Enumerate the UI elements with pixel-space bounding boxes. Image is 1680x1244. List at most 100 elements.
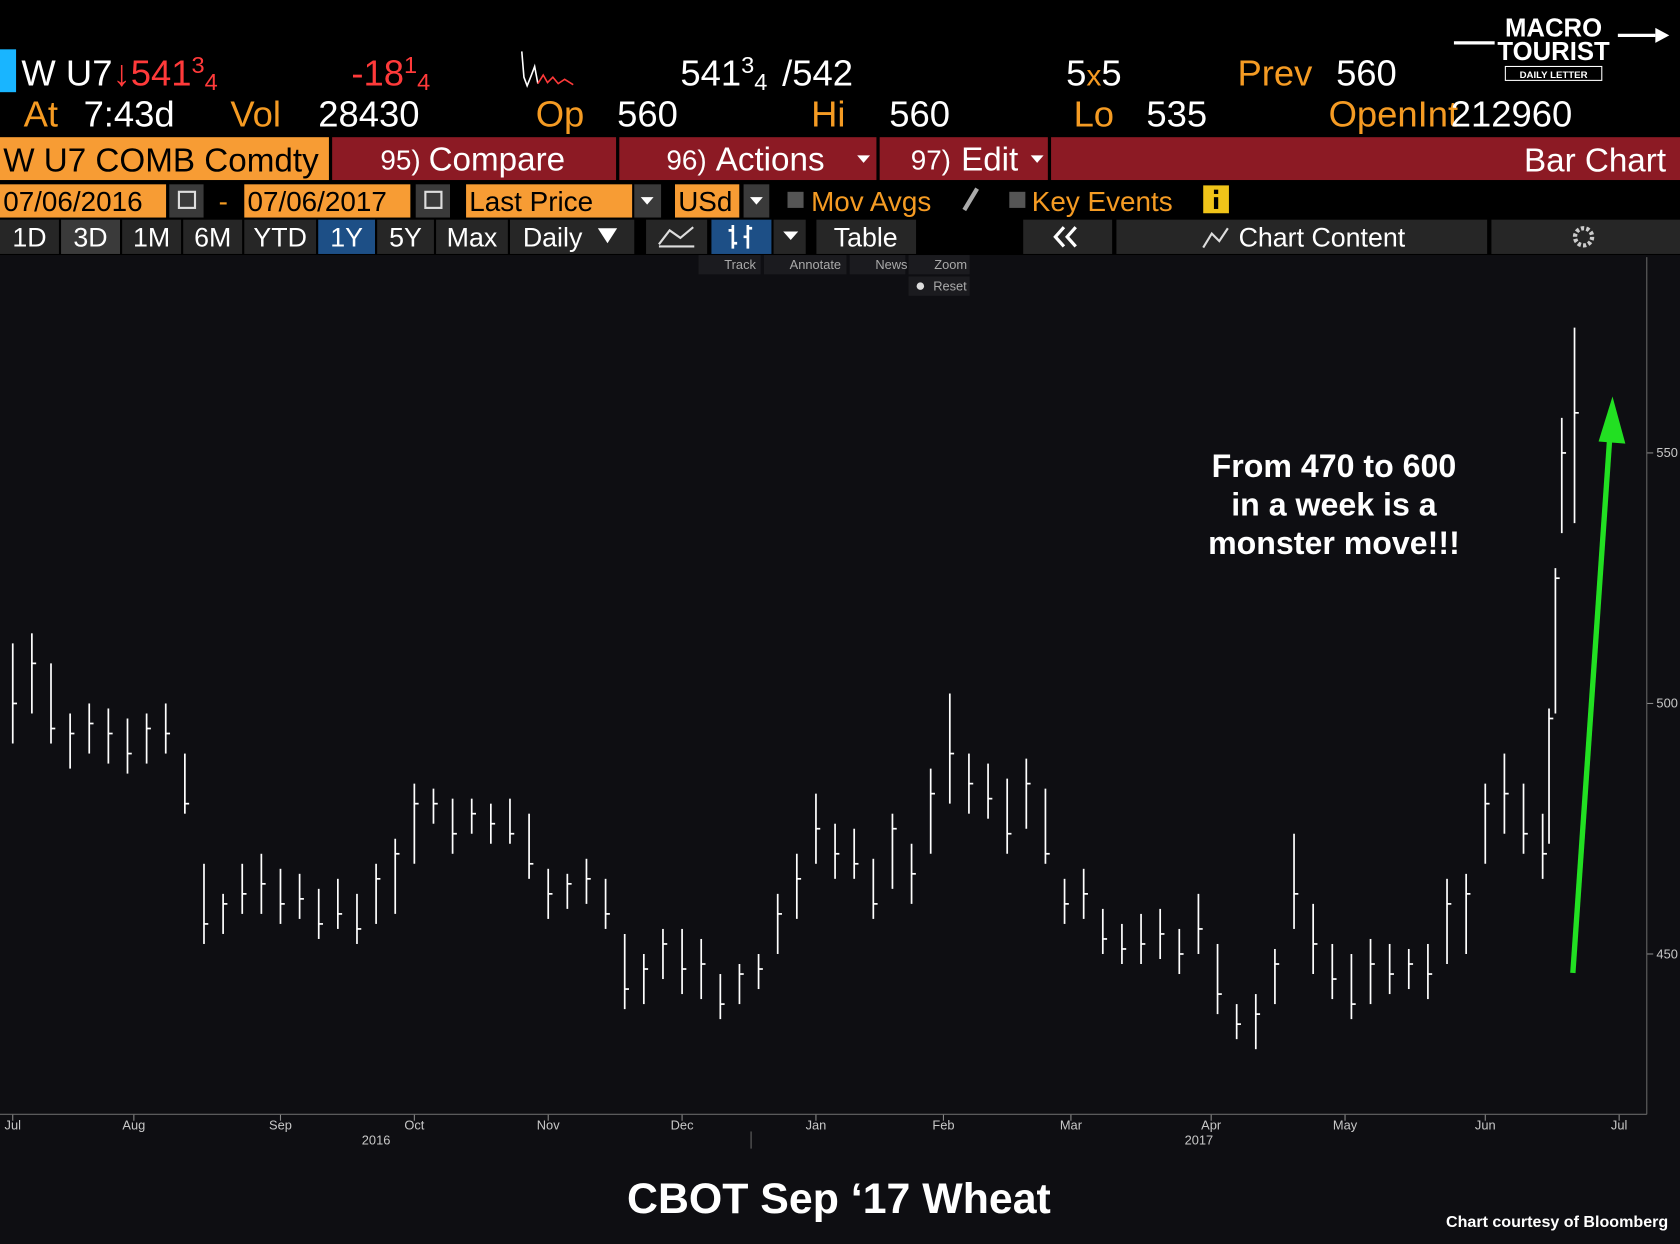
ticker: W U7 <box>21 53 112 94</box>
period-button[interactable] <box>244 219 317 254</box>
period-label[interactable]: 6M <box>194 222 231 252</box>
period-button[interactable] <box>183 219 243 254</box>
reset[interactable]: Reset <box>933 278 967 293</box>
menu-number[interactable]: 95) <box>380 144 420 175</box>
ask: /542 <box>782 53 853 94</box>
start-date-box[interactable] <box>0 184 167 218</box>
y-tick-label: 450 <box>1656 946 1677 961</box>
period-label[interactable]: YTD <box>253 222 307 252</box>
currency-box[interactable] <box>675 184 740 218</box>
table-button[interactable] <box>816 219 917 254</box>
period-button[interactable] <box>436 219 508 254</box>
frequency-button[interactable] <box>510 219 635 254</box>
period-button[interactable] <box>61 219 120 254</box>
menu-label[interactable]: Compare <box>429 141 566 178</box>
dropdown-caret <box>750 197 763 205</box>
info-glyph <box>1213 189 1219 194</box>
start-date[interactable]: 07/06/2016 <box>3 186 142 217</box>
period-label[interactable]: 3D <box>73 222 107 252</box>
menu-button[interactable] <box>619 137 877 181</box>
tool-button[interactable] <box>763 255 847 275</box>
tool-button[interactable] <box>908 255 970 275</box>
frequency[interactable]: Daily <box>523 222 583 252</box>
tool-label[interactable]: News <box>875 257 907 272</box>
stat-value: 535 <box>1146 93 1207 134</box>
menu-number[interactable]: 97) <box>911 144 951 175</box>
stat-value: 212960 <box>1451 93 1573 134</box>
price-whole: 541 <box>131 53 192 94</box>
view-name: Bar Chart <box>1524 142 1666 179</box>
tool-label[interactable]: Annotate <box>790 257 841 272</box>
field[interactable]: Last Price <box>469 186 593 217</box>
table[interactable]: Table <box>834 222 898 252</box>
x-tick-label: Oct <box>404 1117 424 1132</box>
period-button[interactable] <box>122 219 182 254</box>
dropdown-caret <box>1030 155 1044 163</box>
dropdown-caret <box>597 228 618 244</box>
period-button[interactable] <box>0 219 59 254</box>
price-num: 3 <box>191 52 204 78</box>
stats-row: At 7:43d Vol 28430 Op 560 Hi 560 Lo 535 OpenInt212… <box>24 93 1573 134</box>
x-tick-label: Apr <box>1201 1117 1222 1132</box>
tool-label[interactable]: Zoom <box>934 257 967 272</box>
annotation-line: monster move!!! <box>1208 525 1460 561</box>
prev-label: Prev <box>1238 53 1314 94</box>
mov-avgs[interactable]: Mov Avgs <box>811 186 931 217</box>
checkbox[interactable] <box>787 191 804 208</box>
tool-button[interactable] <box>698 255 761 275</box>
settings-button[interactable] <box>1491 219 1680 254</box>
period-label[interactable]: 1D <box>12 222 46 252</box>
annotation-line: in a week is a <box>1231 486 1437 522</box>
menu: 95) Compare 96) Actions 97) Edit <box>380 141 1018 178</box>
chart-tools: Track Annotate News Zoom <box>698 255 970 275</box>
period-label[interactable]: Max <box>447 222 498 252</box>
period-buttons: 1D 3D 1M 6M YTD 1Y 5Y Max <box>0 219 508 254</box>
calendar-icon <box>424 190 443 209</box>
annotation-arrow <box>1570 428 1614 974</box>
bid-whole: 541 <box>680 53 741 94</box>
logo-line: MACRO <box>1505 14 1602 42</box>
period-button[interactable] <box>377 219 434 254</box>
annotation-line: From 470 to 600 <box>1212 448 1457 484</box>
period-label[interactable]: 5Y <box>389 222 422 252</box>
end-date-box[interactable] <box>244 184 411 218</box>
line-chart-button[interactable] <box>646 219 708 254</box>
end-date[interactable]: 07/06/2017 <box>247 186 386 217</box>
logo-arrowhead <box>1655 27 1670 43</box>
calendar-button[interactable] <box>415 184 450 218</box>
chart-content-button[interactable] <box>1116 219 1488 254</box>
logo-banner <box>1504 65 1603 81</box>
reset-icon <box>916 282 925 290</box>
menu-button[interactable] <box>332 137 617 181</box>
period-label[interactable]: 1Y <box>330 222 363 252</box>
calendar-button[interactable] <box>169 184 204 218</box>
key-events[interactable]: Key Events <box>1032 186 1173 217</box>
stat-value: 28430 <box>318 93 419 134</box>
bar-chart-button[interactable] <box>711 219 772 254</box>
field-box[interactable] <box>466 184 633 218</box>
security[interactable]: W U7 COMB Comdty <box>3 142 319 179</box>
reset-button[interactable] <box>908 276 970 296</box>
chart-content[interactable]: Chart Content <box>1239 222 1406 252</box>
menu-label[interactable]: Edit <box>961 141 1018 178</box>
pencil-icon[interactable] <box>962 187 979 212</box>
period-button[interactable] <box>318 219 375 254</box>
currency[interactable]: USd <box>678 186 732 217</box>
dropdown-caret <box>857 155 870 163</box>
stat-label: At <box>24 93 58 134</box>
security-box[interactable] <box>0 137 329 181</box>
tool-label[interactable]: Track <box>724 257 756 272</box>
y-tick-label: 550 <box>1656 445 1677 460</box>
menu-button[interactable] <box>879 137 1048 181</box>
tool-button[interactable] <box>849 255 906 275</box>
stat-label: Vol <box>230 93 281 134</box>
menu-label[interactable]: Actions <box>716 141 825 178</box>
checkbox[interactable] <box>1009 191 1026 208</box>
calendar-icon <box>177 190 197 209</box>
x-tick-label: Feb <box>932 1117 954 1132</box>
period-label[interactable]: 1M <box>133 222 170 252</box>
menu-number[interactable]: 96) <box>666 144 706 175</box>
logo-line: TOURIST <box>1497 38 1610 66</box>
stat-value: 7:43d <box>84 93 175 134</box>
x-tick-label: Dec <box>671 1117 694 1132</box>
